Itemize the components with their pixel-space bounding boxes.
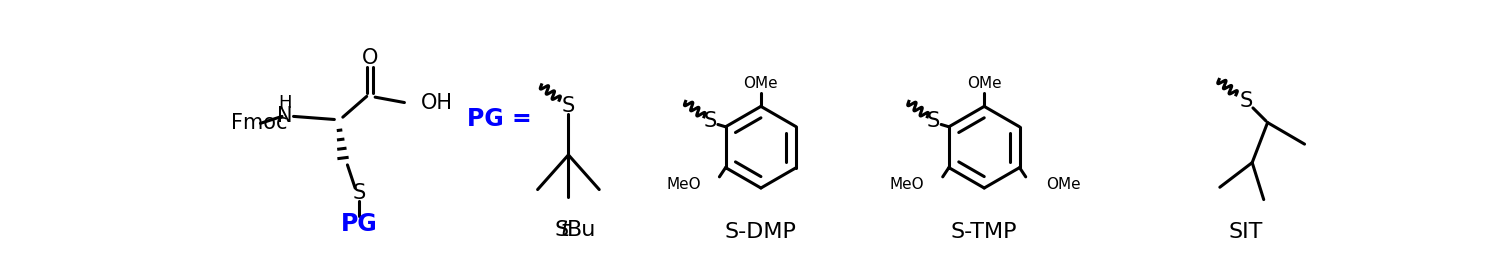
Text: PG =: PG = (466, 107, 532, 132)
Text: Fmoc: Fmoc (231, 113, 288, 133)
Text: OMe: OMe (1046, 177, 1081, 192)
Text: H: H (279, 94, 292, 112)
Text: S: S (562, 96, 576, 116)
Text: OMe: OMe (744, 76, 778, 91)
Text: MeO: MeO (889, 177, 925, 192)
Text: O: O (361, 48, 378, 68)
Text: S: S (555, 220, 568, 240)
Text: S-TMP: S-TMP (950, 222, 1018, 242)
Text: S-DMP: S-DMP (726, 222, 797, 242)
Text: MeO: MeO (667, 177, 702, 192)
Text: S: S (352, 183, 366, 203)
Text: S: S (1240, 91, 1253, 111)
Text: N: N (277, 106, 292, 126)
Text: OH: OH (421, 93, 453, 112)
Text: Bu: Bu (567, 220, 597, 240)
Text: S: S (703, 111, 717, 131)
Text: S: S (926, 111, 940, 131)
Text: t: t (561, 220, 570, 240)
Text: PG: PG (340, 212, 378, 236)
Text: OMe: OMe (967, 76, 1001, 91)
Text: SIT: SIT (1229, 222, 1264, 242)
